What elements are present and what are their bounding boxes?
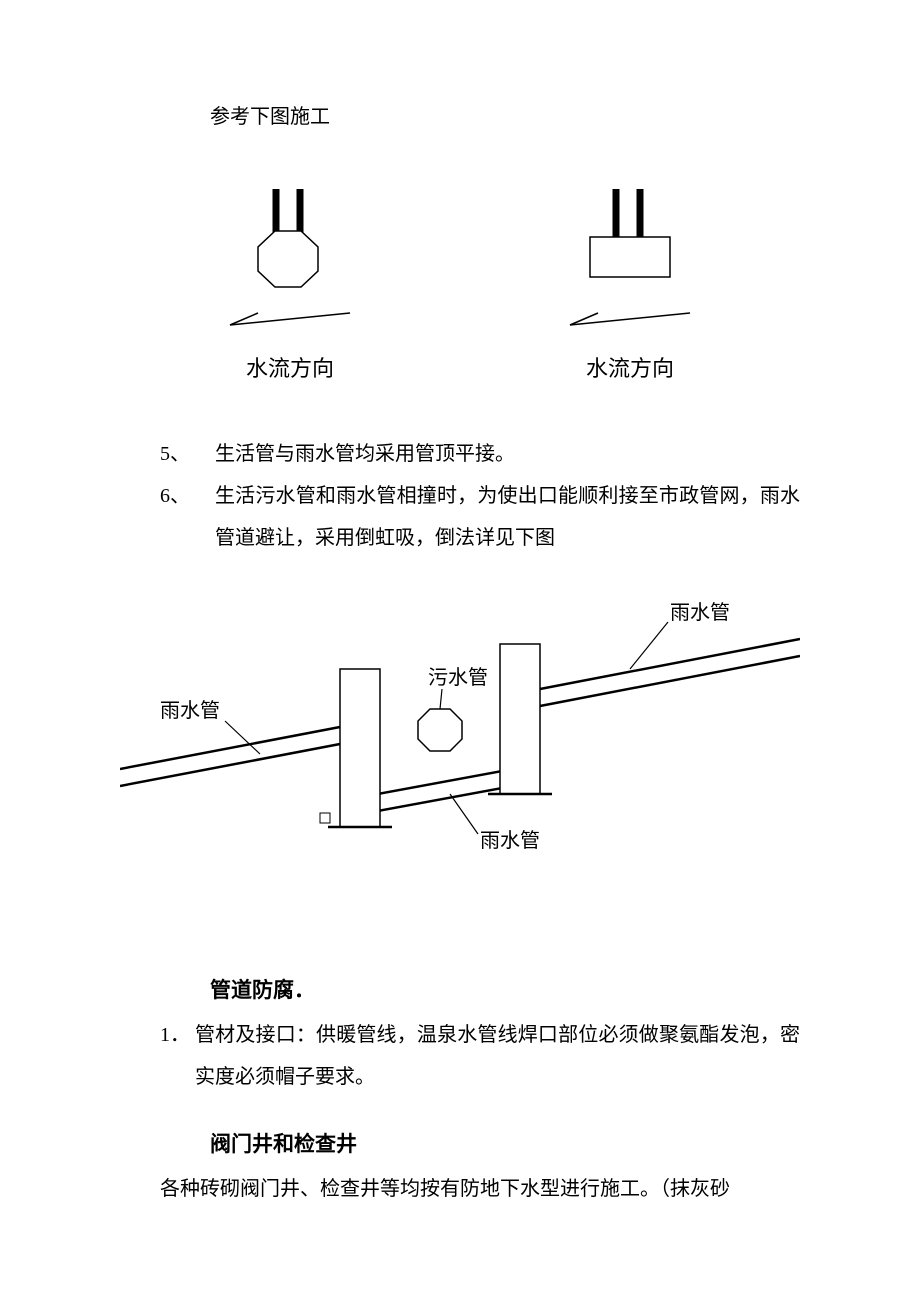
top-diagram-row: 水流方向 水流方向 xyxy=(120,179,800,383)
numbered-list: 5、 生活管与雨水管均采用管顶平接。 6、 生活污水管和雨水管相撞时，为使出口能… xyxy=(160,433,800,559)
intro-text: 参考下图施工 xyxy=(210,100,800,129)
anticorrosion-item-1: 1． 管材及接口：供暖管线，温泉水管线焊口部位必须做聚氨酯发泡，密实度必须帽子要… xyxy=(160,1014,800,1098)
anticorrosion-list: 1． 管材及接口：供暖管线，温泉水管线焊口部位必须做聚氨酯发泡，密实度必须帽子要… xyxy=(160,1014,800,1098)
label-rain-left: 雨水管 xyxy=(160,699,220,722)
anticorrosion-item-1-idx: 1． xyxy=(160,1014,195,1098)
heading-anticorrosion: 管道防腐． xyxy=(210,974,800,1004)
label-sewage: 污水管 xyxy=(428,666,488,689)
diagram-1-flow-label: 水流方向 xyxy=(160,351,420,383)
siphon-svg: 污水管 雨水管 雨水管 雨水管 xyxy=(120,589,800,869)
list-item-6: 6、 生活污水管和雨水管相撞时，为使出口能顺利接至市政管网，雨水管道避让，采用倒… xyxy=(160,475,800,559)
wells-text: 各种砖砌阀门井、检查井等均按有防地下水型进行施工。（抹灰砂 xyxy=(160,1168,800,1210)
diagram-2-svg xyxy=(550,179,710,339)
label-rain-bottom: 雨水管 xyxy=(480,829,540,852)
list-item-5: 5、 生活管与雨水管均采用管顶平接。 xyxy=(160,433,800,475)
list-item-6-idx: 6、 xyxy=(160,475,215,559)
anticorrosion-item-1-text: 管材及接口：供暖管线，温泉水管线焊口部位必须做聚氨酯发泡，密实度必须帽子要求。 xyxy=(195,1014,800,1098)
list-item-5-idx: 5、 xyxy=(160,433,215,475)
list-item-6-text: 生活污水管和雨水管相撞时，为使出口能顺利接至市政管网，雨水管道避让，采用倒虹吸，… xyxy=(215,475,800,559)
heading-wells: 阀门井和检查井 xyxy=(210,1128,800,1158)
inverted-siphon-diagram: 污水管 雨水管 雨水管 雨水管 xyxy=(120,589,800,874)
diagram-1: 水流方向 xyxy=(160,179,420,383)
list-item-5-text: 生活管与雨水管均采用管顶平接。 xyxy=(215,433,800,475)
diagram-1-svg xyxy=(210,179,370,339)
diagram-2: 水流方向 xyxy=(500,179,760,383)
label-rain-right: 雨水管 xyxy=(670,601,730,624)
diagram-2-flow-label: 水流方向 xyxy=(500,351,760,383)
